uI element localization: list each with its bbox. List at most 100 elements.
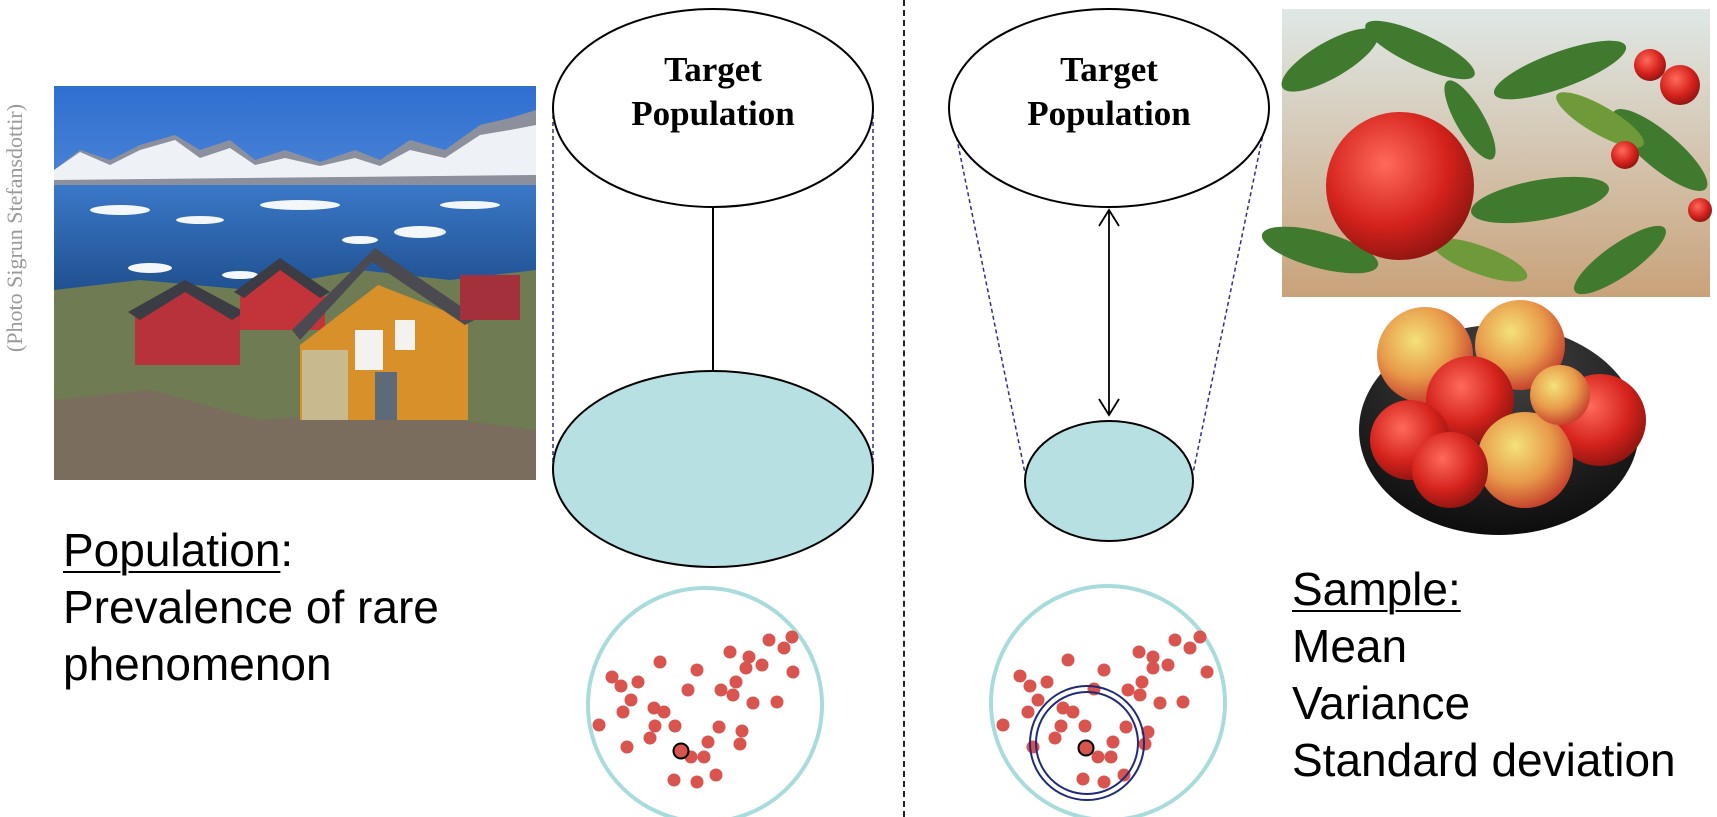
dots-right-dot — [1161, 658, 1175, 672]
sample-heading: Sample: — [1292, 563, 1461, 615]
dots-left-dot — [690, 663, 704, 677]
right-dot-circle — [989, 584, 1227, 817]
right-sample-ellipse — [1024, 420, 1194, 542]
right-target-ellipse — [948, 8, 1270, 208]
dots-left-dot — [755, 658, 769, 672]
dots-right-dot — [996, 718, 1010, 732]
dots-left-dot — [709, 768, 723, 782]
dots-left-dot — [647, 701, 661, 715]
dots-left-dot — [668, 719, 682, 733]
dots-left-dot — [616, 705, 630, 719]
left-study-ellipse — [552, 370, 874, 568]
dots-left-dot — [648, 719, 662, 733]
dots-right-dot — [1133, 688, 1147, 702]
dots-left-dot — [714, 683, 728, 697]
dots-right-dot — [1054, 719, 1068, 733]
arrow-head-up — [1098, 208, 1120, 227]
dots-left-dot — [614, 679, 628, 693]
right-sample-diagram — [948, 8, 1270, 817]
dots-right-dot — [1031, 693, 1045, 707]
dots-right-dot — [1141, 725, 1155, 739]
dots-right-dot — [1097, 663, 1111, 677]
right-target-title-line1: Target — [1060, 50, 1158, 89]
dots-left-dot — [605, 670, 619, 684]
dots-right-dot — [1056, 701, 1070, 715]
dots-left-dot — [746, 696, 760, 710]
dots-left-dot — [667, 773, 681, 787]
dots-right-dot — [1176, 695, 1190, 709]
dots-right-dot — [1146, 650, 1160, 664]
dots-right-dot — [1183, 641, 1197, 655]
dots-left-dot — [770, 695, 784, 709]
sample-ring-outer — [1029, 685, 1145, 801]
dots-left-dot — [723, 645, 737, 659]
dots-left-dot — [786, 665, 800, 679]
dots-left-highlight-dot — [672, 742, 690, 760]
dots-left-dot — [739, 661, 753, 675]
population-heading-line: Population: — [63, 522, 293, 579]
arrow-head-down — [1098, 398, 1120, 417]
dots-right-dot — [1066, 705, 1080, 719]
dots-right-dot — [1021, 705, 1035, 719]
right-dots — [996, 630, 1214, 789]
dots-right-dot — [1048, 731, 1062, 745]
dots-right-dot — [1013, 669, 1027, 683]
dots-right-dot — [1097, 775, 1111, 789]
sample-ring-inner — [1035, 691, 1139, 795]
population-heading: Population — [63, 524, 281, 576]
dots-right-dot — [1076, 772, 1090, 786]
dots-left-dot — [592, 718, 606, 732]
dots-right-dot — [1119, 720, 1133, 734]
dots-right-dot — [1132, 645, 1146, 659]
dots-right-dot — [1078, 719, 1092, 733]
dots-left-dot — [624, 693, 638, 707]
dots-left-dot — [712, 720, 726, 734]
left-dot-circle — [586, 586, 824, 817]
dots-left-dot — [762, 633, 776, 647]
dots-left-dot — [735, 724, 749, 738]
dots-right-dot — [1168, 633, 1182, 647]
left-target-title-line2: Population — [631, 94, 795, 133]
population-line-2: phenomenon — [63, 638, 332, 690]
left-population-diagram — [552, 8, 874, 817]
population-line-1: Prevalence of rare — [63, 581, 439, 633]
dots-right-dot — [1138, 737, 1152, 751]
dots-left-dot — [785, 630, 799, 644]
dots-left-dot — [681, 683, 695, 697]
dots-left-dot — [620, 740, 634, 754]
dots-left-dot — [742, 650, 756, 664]
dots-left-dot — [697, 750, 711, 764]
dots-left-dot — [733, 737, 747, 751]
right-target-title-line2: Population — [1027, 94, 1191, 133]
panel-divider — [903, 0, 905, 817]
sample-line-mean: Mean — [1292, 620, 1408, 672]
dots-left-dot — [726, 688, 740, 702]
left-dots — [592, 630, 800, 789]
dots-right-dot — [1121, 683, 1135, 697]
left-target-title: Target Population — [613, 48, 813, 136]
dots-right-dot — [1091, 750, 1105, 764]
left-target-title-line1: Target — [664, 50, 762, 89]
dots-left-dot — [729, 675, 743, 689]
sample-line-variance: Variance — [1292, 677, 1471, 729]
dots-left-dot — [631, 675, 645, 689]
dots-right-dot — [1061, 653, 1075, 667]
dots-left-dot — [657, 705, 671, 719]
dots-left-dot — [690, 775, 704, 789]
right-target-title: Target Population — [1009, 48, 1209, 136]
dots-right-highlight-dot — [1077, 739, 1095, 757]
population-heading-colon: : — [280, 524, 294, 576]
dots-right-dot — [1040, 675, 1054, 689]
dots-right-dot — [1200, 665, 1214, 679]
dots-right-dot — [1135, 675, 1149, 689]
dots-right-dot — [1104, 750, 1118, 764]
dots-left-dot — [777, 641, 791, 655]
dots-left-dot — [653, 655, 667, 669]
dots-left-dot — [643, 731, 657, 745]
dots-right-dot — [1153, 696, 1167, 710]
dots-right-dot — [1193, 630, 1207, 644]
dots-right-dot — [1146, 661, 1160, 675]
dots-right-dot — [1023, 679, 1037, 693]
dots-right-dot — [1106, 735, 1120, 749]
